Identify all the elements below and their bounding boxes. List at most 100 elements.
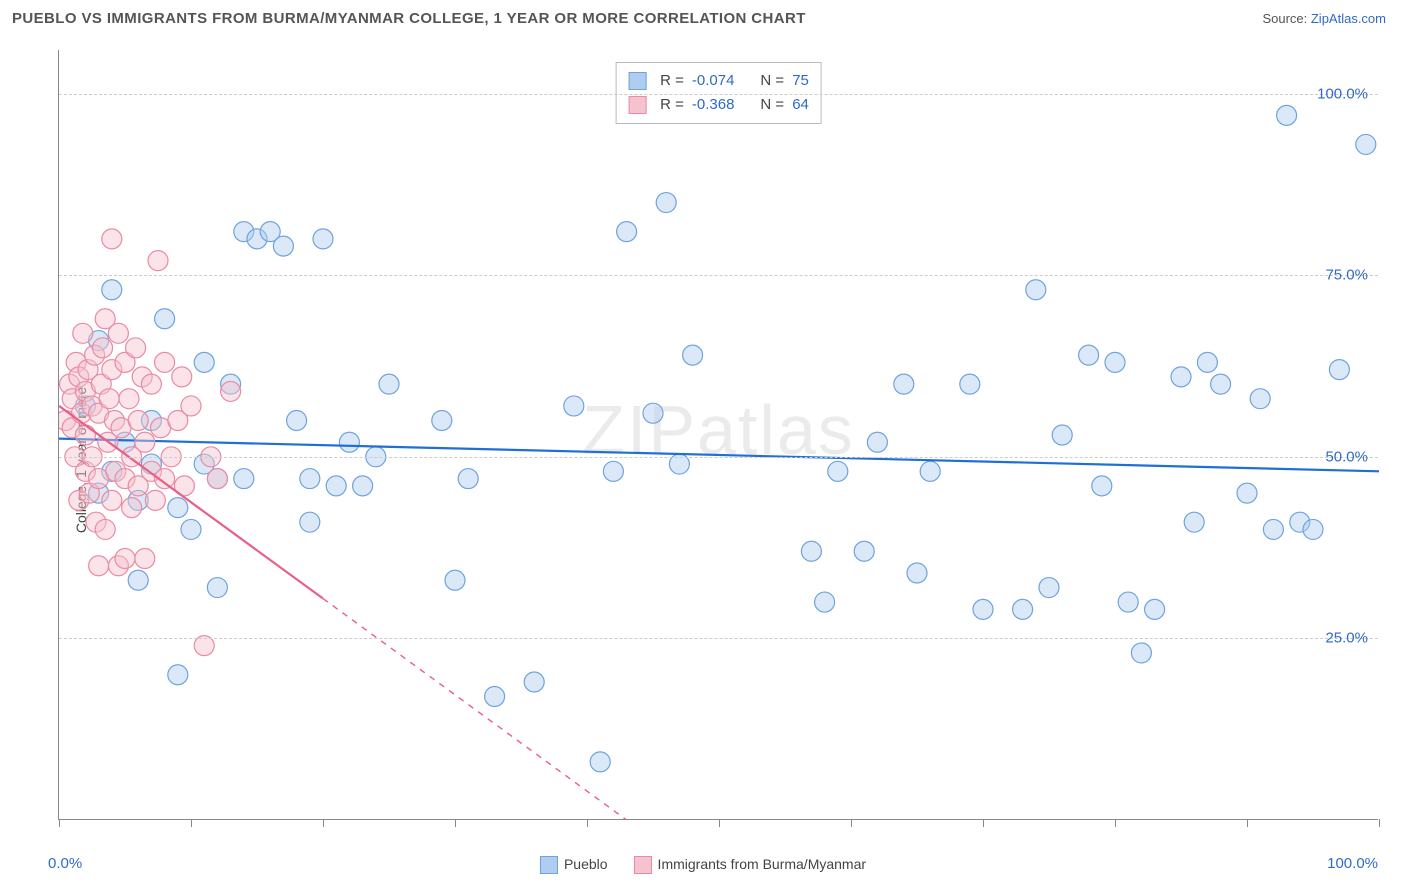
scatter-point <box>207 469 227 489</box>
r-value: -0.074 <box>692 69 735 93</box>
scatter-svg <box>59 50 1379 820</box>
scatter-point <box>1039 578 1059 598</box>
scatter-point <box>445 570 465 590</box>
legend-row: R =-0.368N =64 <box>628 93 809 117</box>
scatter-point <box>287 410 307 430</box>
scatter-point <box>960 374 980 394</box>
scatter-point <box>102 229 122 249</box>
scatter-point <box>194 352 214 372</box>
x-tick <box>587 819 588 827</box>
n-label: N = <box>760 93 784 117</box>
x-axis-max-label: 100.0% <box>1327 855 1378 872</box>
scatter-point <box>102 490 122 510</box>
scatter-point <box>1211 374 1231 394</box>
y-tick-label: 100.0% <box>1317 85 1368 102</box>
x-tick <box>851 819 852 827</box>
scatter-point <box>590 752 610 772</box>
scatter-point <box>119 389 139 409</box>
scatter-point <box>172 367 192 387</box>
scatter-point <box>603 461 623 481</box>
scatter-point <box>145 490 165 510</box>
scatter-point <box>115 548 135 568</box>
scatter-point <box>128 570 148 590</box>
scatter-point <box>93 338 113 358</box>
scatter-point <box>1118 592 1138 612</box>
scatter-point <box>326 476 346 496</box>
scatter-point <box>379 374 399 394</box>
scatter-point <box>656 193 676 213</box>
x-tick <box>59 819 60 827</box>
scatter-point <box>148 251 168 271</box>
y-tick-label: 50.0% <box>1325 448 1368 465</box>
scatter-point <box>485 687 505 707</box>
legend-swatch <box>634 856 652 874</box>
scatter-point <box>353 476 373 496</box>
n-value: 75 <box>792 69 809 93</box>
x-tick <box>719 819 720 827</box>
y-tick-label: 75.0% <box>1325 267 1368 284</box>
scatter-point <box>234 469 254 489</box>
scatter-point <box>1079 345 1099 365</box>
scatter-point <box>128 410 148 430</box>
scatter-point <box>155 352 175 372</box>
scatter-point <box>102 280 122 300</box>
scatter-point <box>89 556 109 576</box>
x-tick <box>455 819 456 827</box>
scatter-point <box>168 665 188 685</box>
n-label: N = <box>760 69 784 93</box>
scatter-point <box>207 578 227 598</box>
scatter-point <box>126 338 146 358</box>
scatter-point <box>75 425 95 445</box>
scatter-point <box>1105 352 1125 372</box>
scatter-point <box>524 672 544 692</box>
gridline <box>59 94 1378 95</box>
scatter-point <box>221 381 241 401</box>
scatter-point <box>300 469 320 489</box>
r-value: -0.368 <box>692 93 735 117</box>
scatter-point <box>1329 360 1349 380</box>
scatter-point <box>564 396 584 416</box>
scatter-point <box>135 432 155 452</box>
scatter-point <box>95 519 115 539</box>
x-tick <box>1115 819 1116 827</box>
scatter-point <box>973 599 993 619</box>
legend-swatch <box>628 72 646 90</box>
chart-title: PUEBLO VS IMMIGRANTS FROM BURMA/MYANMAR … <box>12 10 806 27</box>
scatter-point <box>1263 519 1283 539</box>
scatter-point <box>1250 389 1270 409</box>
source-link[interactable]: ZipAtlas.com <box>1311 11 1386 26</box>
scatter-point <box>1184 512 1204 532</box>
plot-area: ZIPatlas R =-0.074N =75R =-0.368N =64 25… <box>58 50 1378 820</box>
scatter-point <box>313 229 333 249</box>
scatter-point <box>168 498 188 518</box>
legend-swatch <box>540 856 558 874</box>
source-label: Source: ZipAtlas.com <box>1262 11 1386 26</box>
x-tick <box>1379 819 1380 827</box>
y-tick-label: 25.0% <box>1325 630 1368 647</box>
trend-line-dashed <box>323 599 627 820</box>
n-value: 64 <box>792 93 809 117</box>
scatter-point <box>300 512 320 532</box>
legend-item: Immigrants from Burma/Myanmar <box>634 856 866 874</box>
x-tick <box>323 819 324 827</box>
scatter-point <box>683 345 703 365</box>
scatter-point <box>854 541 874 561</box>
legend-item: Pueblo <box>540 856 608 874</box>
scatter-point <box>141 374 161 394</box>
scatter-point <box>273 236 293 256</box>
scatter-point <box>181 396 201 416</box>
trend-line <box>59 439 1379 472</box>
scatter-point <box>1013 599 1033 619</box>
scatter-point <box>1303 519 1323 539</box>
scatter-point <box>1145 599 1165 619</box>
scatter-point <box>432 410 452 430</box>
scatter-point <box>1171 367 1191 387</box>
scatter-point <box>828 461 848 481</box>
scatter-point <box>99 389 119 409</box>
gridline <box>59 275 1378 276</box>
scatter-point <box>339 432 359 452</box>
scatter-point <box>73 323 93 343</box>
scatter-point <box>1356 134 1376 154</box>
scatter-point <box>907 563 927 583</box>
scatter-point <box>1092 476 1112 496</box>
